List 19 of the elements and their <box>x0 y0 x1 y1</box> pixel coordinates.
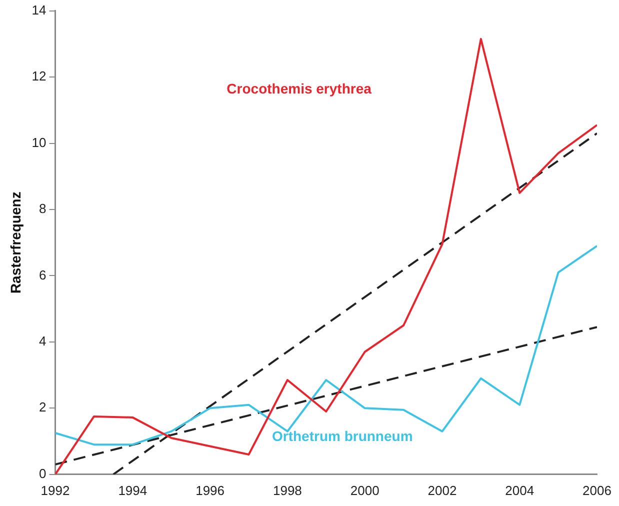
y-tick-label: 6 <box>39 267 46 282</box>
x-tick-label: 2000 <box>350 482 380 498</box>
x-tick-label: 2006 <box>582 482 612 498</box>
x-tick-label: 2004 <box>505 482 534 498</box>
y-tick-label: 8 <box>39 201 46 216</box>
y-axis-title: Rasterfrequenz <box>7 192 24 294</box>
x-tick-label: 1992 <box>40 482 70 498</box>
y-tick-label: 10 <box>32 134 46 150</box>
x-tick-label: 1994 <box>118 482 148 498</box>
series-label: Orthetrum brunneum <box>272 428 413 444</box>
x-tick-label: 1998 <box>272 482 302 498</box>
text: Crocothemis erythrea <box>226 80 372 96</box>
y-tick-label: 4 <box>39 334 46 349</box>
y-tick-label: 14 <box>32 2 46 18</box>
y-tick-label: 0 <box>39 466 46 481</box>
x-tick-label: 1996 <box>196 482 225 498</box>
y-tick-label: 12 <box>32 68 46 84</box>
y-tick-label: 2 <box>39 400 46 415</box>
x-tick-label: 2002 <box>428 482 457 498</box>
